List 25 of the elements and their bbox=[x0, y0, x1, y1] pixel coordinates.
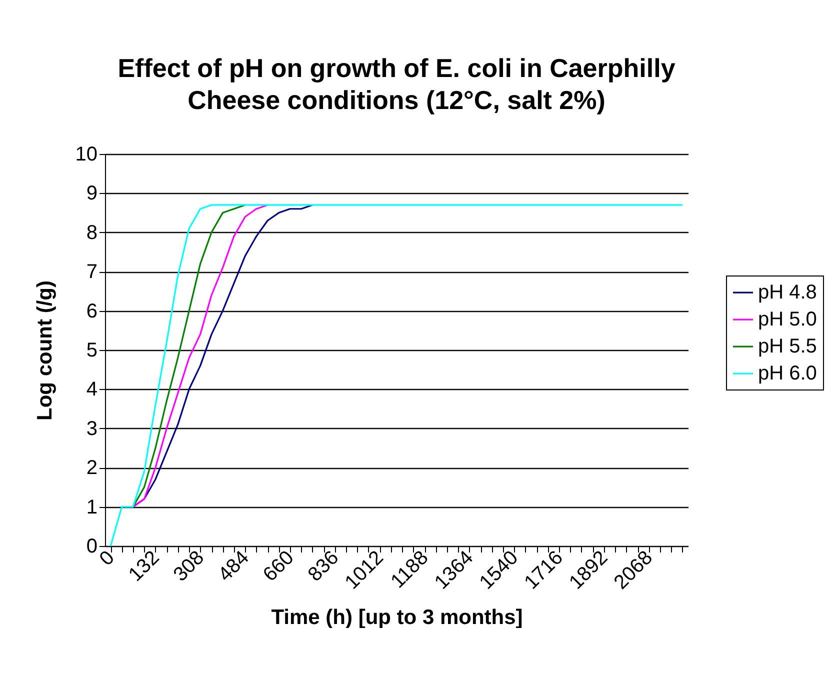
legend-label: pH 5.5 bbox=[758, 336, 817, 358]
x-tick-label: 132 bbox=[124, 546, 164, 586]
y-tick-label: 8 bbox=[86, 222, 98, 244]
y-tick-label: 9 bbox=[86, 182, 98, 205]
y-tick-label: 3 bbox=[86, 418, 98, 440]
x-tick-label: 660 bbox=[259, 546, 298, 586]
y-tick-label: 6 bbox=[86, 300, 98, 322]
y-axis-title: Log count (/g) bbox=[33, 280, 56, 420]
y-tick-label: 4 bbox=[86, 378, 98, 401]
line-series bbox=[132, 204, 268, 508]
legend-label: pH 5.0 bbox=[758, 308, 817, 331]
x-tick-label: 484 bbox=[214, 546, 254, 586]
line-series bbox=[132, 204, 246, 508]
y-tick-label: 10 bbox=[75, 144, 98, 166]
y-tick-label: 7 bbox=[86, 261, 98, 284]
x-tick-label: 836 bbox=[304, 546, 344, 586]
y-tick-label: 5 bbox=[86, 340, 98, 362]
line-series bbox=[110, 204, 684, 547]
y-tick-label: 2 bbox=[86, 457, 98, 480]
x-axis-title: Time (h) [up to 3 months] bbox=[271, 606, 523, 630]
y-tick-label: 1 bbox=[86, 496, 98, 518]
legend-label: pH 4.8 bbox=[758, 282, 817, 304]
chart-title: Effect of pH on growth of E. coli in Caerphilly Cheese conditions (12°C, salt 2%) bbox=[118, 53, 676, 115]
legend-label: pH 6.0 bbox=[758, 362, 817, 385]
x-tick-label: 308 bbox=[169, 546, 209, 586]
